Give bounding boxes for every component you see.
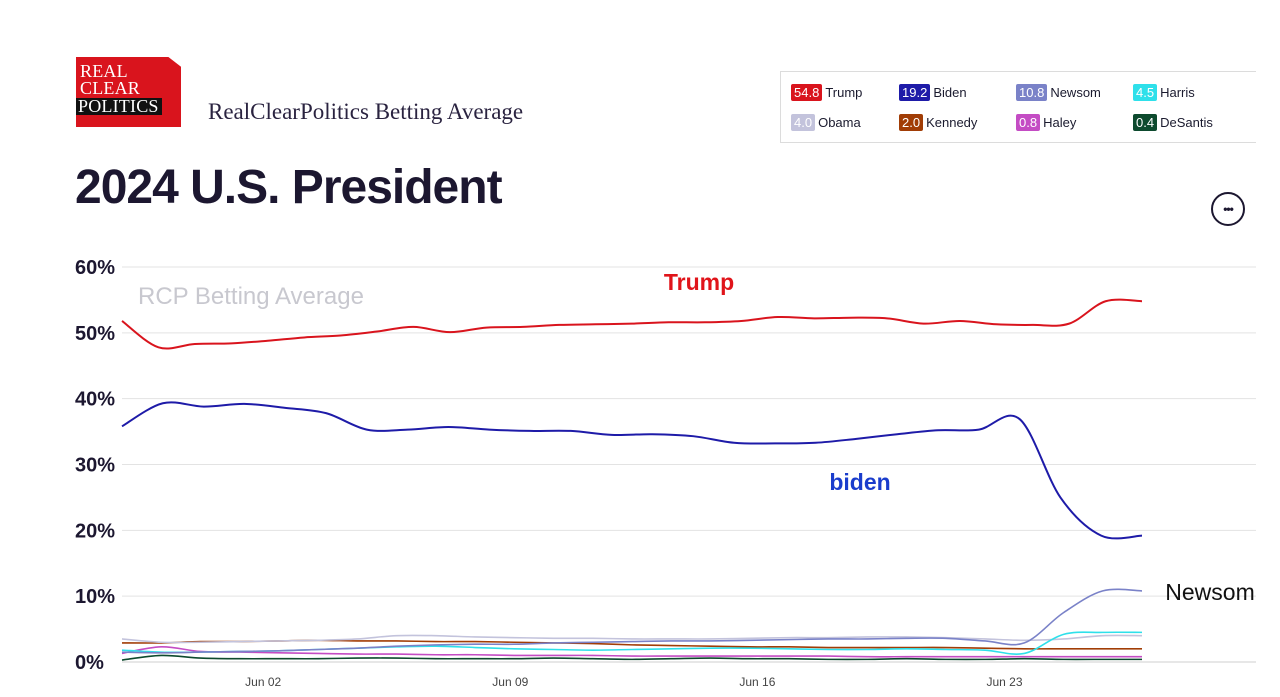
y-tick-label: 10%	[75, 586, 115, 608]
y-tick-label: 40%	[75, 389, 115, 411]
series-line-haley	[121, 646, 1142, 658]
x-tick-label: Jun 23	[986, 675, 1022, 689]
series-line-newsom	[121, 588, 1143, 654]
series-line-trump	[121, 298, 1143, 350]
legend-label: DeSantis	[1160, 115, 1213, 130]
legend-label: Obama	[818, 115, 861, 130]
legend-value: 10.8	[1016, 84, 1048, 101]
legend-item-harris[interactable]: 4.5 Harris	[1133, 84, 1195, 101]
page-title: 2024 U.S. President	[75, 161, 503, 214]
series-line-obama	[121, 634, 1143, 644]
legend-label: Biden	[933, 85, 967, 100]
x-tick-label: Jun 16	[739, 675, 775, 689]
legend-item-desantis[interactable]: 0.4 DeSantis	[1133, 114, 1213, 131]
y-tick-label: 30%	[75, 455, 115, 477]
logo-line-3: POLITICS	[76, 97, 162, 115]
series-line-desantis	[121, 654, 1142, 661]
brand-subtitle: RealClearPolitics Betting Average	[208, 99, 524, 124]
y-tick-label: 0%	[75, 652, 104, 674]
legend: 54.8 Trump 19.2 Biden 10.8 Newsom 4.5 Harris 4.0…	[780, 71, 1256, 143]
legend-label: Kennedy	[926, 115, 978, 130]
y-tick-label: 50%	[75, 323, 115, 345]
legend-value: 0.8	[1016, 114, 1041, 131]
legend-value: 19.2	[899, 84, 931, 101]
annotation-biden: biden	[829, 469, 890, 495]
annotation-newsom: Newsom	[1165, 579, 1254, 605]
more-options-button[interactable]: •••	[1211, 192, 1245, 226]
legend-value: 54.8	[791, 84, 823, 101]
legend-item-trump[interactable]: 54.8 Trump	[791, 84, 862, 101]
legend-label: Haley	[1043, 115, 1077, 130]
legend-item-newsom[interactable]: 10.8 Newsom	[1016, 84, 1101, 101]
legend-item-haley[interactable]: 0.8 Haley	[1016, 114, 1076, 131]
rcp-logo[interactable]: REAL CLEAR POLITICS	[76, 57, 181, 127]
x-tick-label: Jun 09	[492, 675, 528, 689]
legend-value: 4.0	[791, 114, 816, 131]
y-tick-label: 20%	[75, 520, 115, 542]
annotation-trump: Trump	[664, 269, 734, 295]
legend-item-obama[interactable]: 4.0 Obama	[791, 114, 861, 131]
legend-item-kennedy[interactable]: 2.0 Kennedy	[899, 114, 977, 131]
legend-label: Newsom	[1050, 85, 1101, 100]
series-line-biden	[121, 401, 1143, 540]
legend-label: Trump	[825, 85, 863, 100]
legend-value: 2.0	[899, 114, 924, 131]
more-dots-icon: •••	[1223, 202, 1234, 216]
y-tick-label: 60%	[75, 257, 115, 279]
legend-value: 4.5	[1133, 84, 1158, 101]
legend-item-biden[interactable]: 19.2 Biden	[899, 84, 967, 101]
x-tick-label: Jun 02	[245, 675, 281, 689]
legend-value: 0.4	[1133, 114, 1158, 131]
legend-label: Harris	[1160, 85, 1195, 100]
logo-line-1: REAL	[80, 61, 128, 81]
logo-line-2: CLEAR	[80, 78, 141, 98]
chart-watermark: RCP Betting Average	[138, 283, 364, 310]
